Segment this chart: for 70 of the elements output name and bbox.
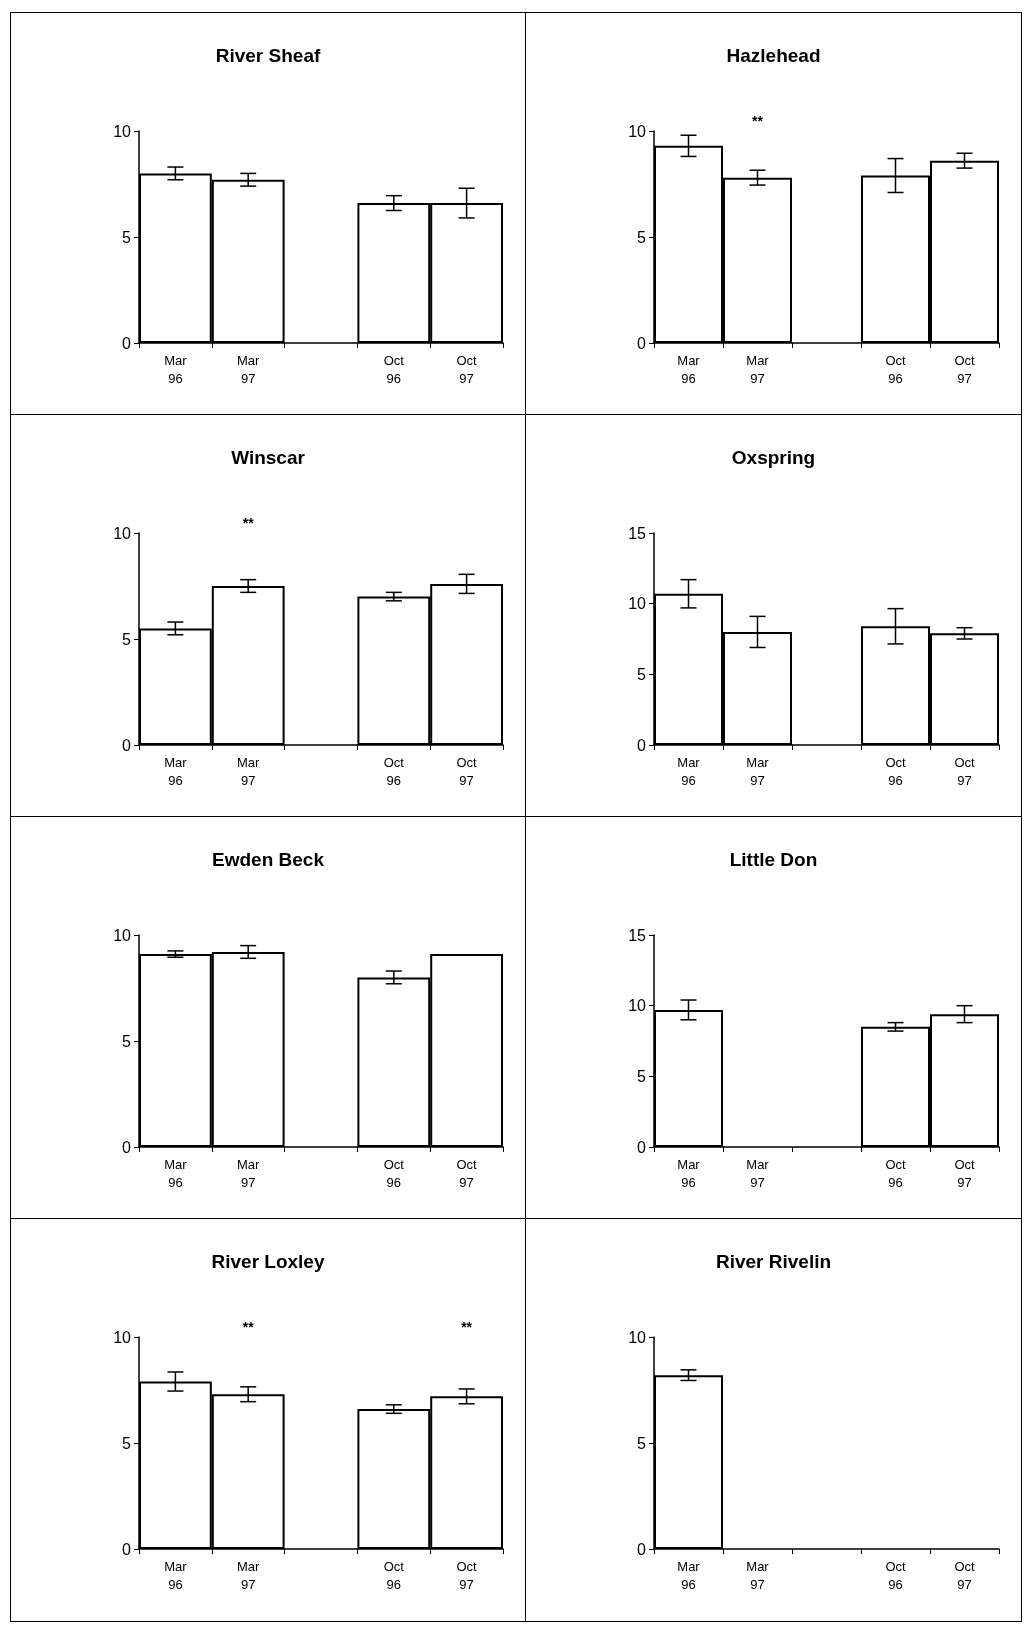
y-tick-label: 0 xyxy=(122,334,132,352)
text: ** xyxy=(242,1319,255,1335)
y-tick-label: 0 xyxy=(637,1138,647,1156)
x-tick-label: Oct 96 xyxy=(383,1156,405,1190)
y-tick-label: 5 xyxy=(122,630,132,648)
chart-title: River Loxley xyxy=(211,1251,325,1272)
y-tick-label: 5 xyxy=(637,1434,647,1452)
y-tick-label: 10 xyxy=(113,122,132,140)
y-tick-label: 10 xyxy=(113,926,132,944)
x-tick-label: Mar 96 xyxy=(677,1558,701,1592)
text: ** xyxy=(752,113,764,129)
x-tick-label: Mar 96 xyxy=(677,754,701,788)
x-tick-label: Oct 97 xyxy=(456,754,478,788)
x-tick-label: Oct 97 xyxy=(954,754,975,788)
x-tick-label: Oct 97 xyxy=(456,352,478,386)
y-tick-label: 10 xyxy=(628,595,647,613)
y-tick-label: 5 xyxy=(122,228,132,246)
x-tick-label: Oct 96 xyxy=(885,1156,906,1190)
text: ** xyxy=(461,1319,473,1335)
x-tick-label: Oct 97 xyxy=(954,1156,975,1190)
y-tick-label: 5 xyxy=(122,1434,132,1452)
x-tick-label: Mar 97 xyxy=(746,1558,770,1592)
x-tick-label: Mar 96 xyxy=(164,1156,188,1190)
y-tick-label: 0 xyxy=(122,1540,132,1558)
y-tick-label: 0 xyxy=(122,1138,132,1156)
x-tick-label: Oct 97 xyxy=(456,1558,478,1592)
y-tick-label: 10 xyxy=(113,1328,132,1346)
y-tick-label: 5 xyxy=(637,1067,647,1085)
x-tick-label: Mar 97 xyxy=(237,352,261,386)
x-tick-label: Mar 96 xyxy=(677,352,701,386)
chart-title: River Rivelin xyxy=(715,1251,832,1272)
chart-title: Oxspring xyxy=(731,447,816,468)
x-tick-label: Oct 96 xyxy=(383,754,405,788)
y-tick-label: 15 xyxy=(628,926,647,944)
chart-title: Hazlehead xyxy=(726,45,821,66)
y-tick-label: 10 xyxy=(628,1328,647,1346)
y-tick-label: 0 xyxy=(637,1540,647,1558)
x-tick-label: Mar 97 xyxy=(237,754,261,788)
x-tick-label: Oct 96 xyxy=(885,352,906,386)
y-tick-label: 0 xyxy=(637,334,647,352)
x-tick-label: Oct 96 xyxy=(885,1558,906,1592)
x-tick-label: Mar 96 xyxy=(164,352,188,386)
x-tick-label: Mar 97 xyxy=(746,1156,770,1190)
x-tick-label: Oct 96 xyxy=(885,754,906,788)
x-tick-label: Mar 97 xyxy=(237,1156,261,1190)
x-tick-label: Mar 97 xyxy=(746,754,770,788)
y-tick-label: 5 xyxy=(637,228,647,246)
x-tick-label: Mar 96 xyxy=(164,1558,188,1592)
x-tick-label: Oct 97 xyxy=(954,1558,975,1592)
text: ** xyxy=(242,515,255,531)
y-tick-label: 0 xyxy=(122,736,132,754)
chart-title: River Sheaf xyxy=(215,45,321,66)
chart-title: Ewden Beck xyxy=(212,849,325,870)
y-tick-label: 15 xyxy=(628,524,647,542)
x-tick-label: Oct 97 xyxy=(954,352,975,386)
chart-title: Winscar xyxy=(231,447,306,468)
y-tick-label: 10 xyxy=(113,524,132,542)
x-tick-label: Oct 96 xyxy=(383,1558,405,1592)
y-tick-label: 5 xyxy=(637,665,647,683)
y-tick-label: 10 xyxy=(628,122,647,140)
x-tick-label: Mar 96 xyxy=(677,1156,701,1190)
chart-title: Little Don xyxy=(729,849,818,870)
y-tick-label: 0 xyxy=(637,736,647,754)
x-tick-label: Mar 97 xyxy=(746,352,770,386)
x-tick-label: Mar 97 xyxy=(237,1558,261,1592)
x-tick-label: Oct 96 xyxy=(383,352,405,386)
x-tick-label: Oct 97 xyxy=(456,1156,478,1190)
x-tick-label: Mar 96 xyxy=(164,754,188,788)
y-tick-label: 5 xyxy=(122,1032,132,1050)
y-tick-label: 10 xyxy=(628,997,647,1015)
